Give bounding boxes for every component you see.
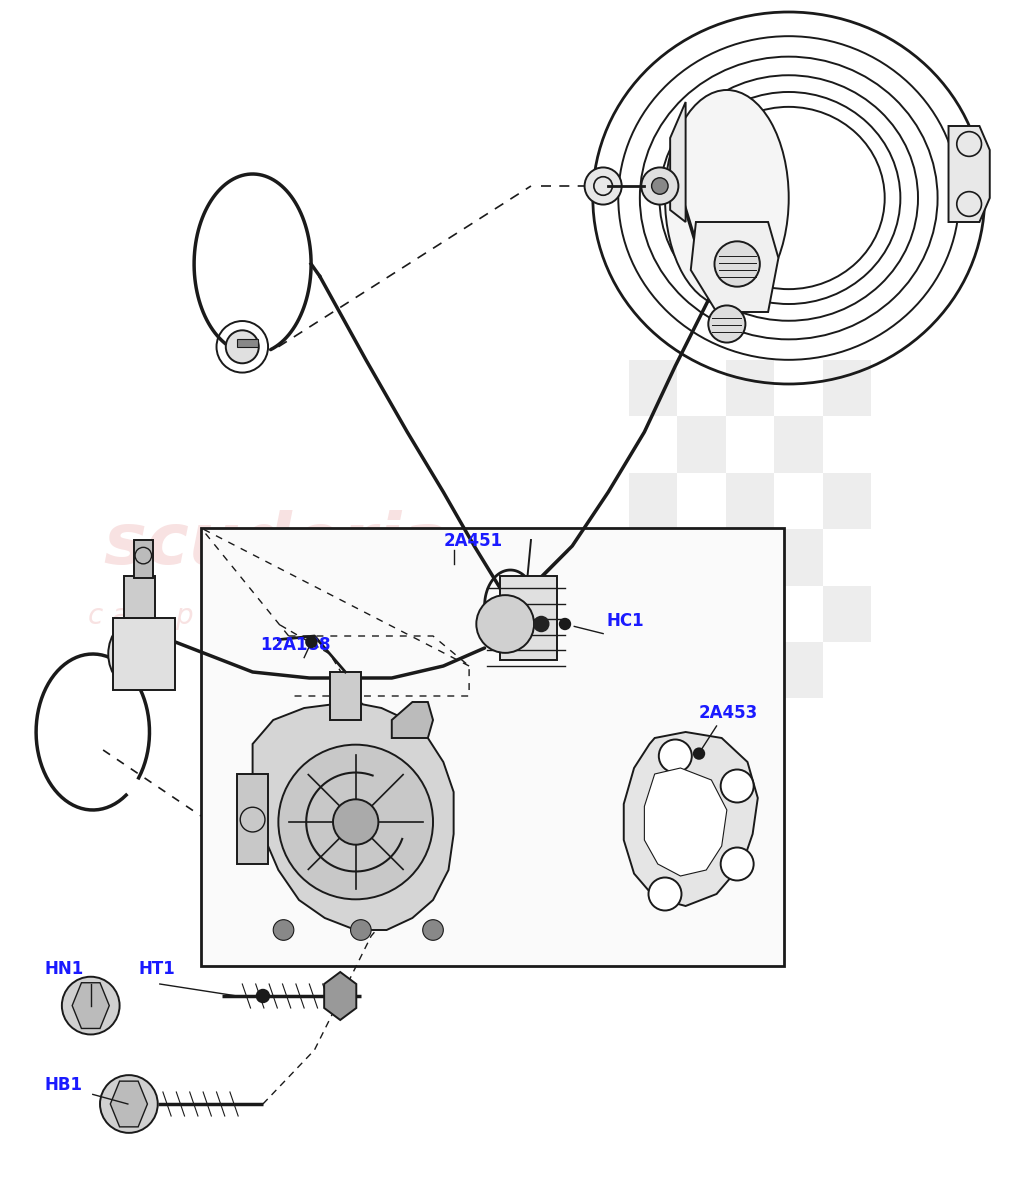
Polygon shape (110, 1081, 147, 1127)
Circle shape (648, 877, 681, 911)
Bar (124, 576, 155, 618)
Bar (726, 360, 774, 416)
Circle shape (423, 919, 443, 941)
Circle shape (693, 748, 705, 760)
Polygon shape (691, 222, 778, 312)
Bar (774, 416, 823, 473)
Circle shape (641, 168, 678, 204)
Bar (500, 576, 557, 660)
Polygon shape (949, 126, 990, 222)
Circle shape (533, 616, 550, 632)
Circle shape (257, 990, 269, 1002)
Circle shape (333, 799, 378, 845)
Circle shape (714, 241, 760, 287)
Bar (201, 528, 784, 966)
Circle shape (585, 168, 622, 204)
Bar (629, 586, 677, 642)
Ellipse shape (108, 618, 170, 690)
Circle shape (708, 306, 745, 342)
Polygon shape (72, 983, 109, 1028)
Bar (823, 473, 871, 529)
Circle shape (305, 636, 318, 648)
Text: HT1: HT1 (138, 960, 175, 978)
Polygon shape (644, 768, 727, 876)
Ellipse shape (665, 90, 789, 306)
Circle shape (226, 330, 259, 364)
Circle shape (351, 919, 371, 941)
Bar (629, 473, 677, 529)
Bar (726, 586, 774, 642)
Bar (774, 529, 823, 586)
Bar (237, 774, 268, 864)
Text: HN1: HN1 (44, 960, 84, 978)
Circle shape (659, 739, 692, 773)
Polygon shape (324, 972, 357, 1020)
Bar (677, 642, 726, 698)
Bar (113, 618, 175, 690)
Circle shape (721, 769, 754, 803)
Text: scuderia: scuderia (103, 510, 451, 578)
Text: 12A188: 12A188 (260, 636, 330, 654)
Text: HC1: HC1 (606, 612, 643, 630)
Polygon shape (624, 732, 758, 906)
Bar (237, 338, 258, 347)
Polygon shape (670, 102, 686, 222)
Bar (823, 360, 871, 416)
Bar (629, 360, 677, 416)
Circle shape (273, 919, 294, 941)
Bar (330, 672, 361, 720)
Circle shape (100, 1075, 158, 1133)
Bar (823, 586, 871, 642)
Polygon shape (253, 702, 454, 930)
Circle shape (559, 618, 571, 630)
Circle shape (256, 989, 270, 1003)
Circle shape (652, 178, 668, 194)
Circle shape (476, 595, 534, 653)
Text: 2A451: 2A451 (443, 532, 502, 550)
Bar (677, 416, 726, 473)
Bar (134, 540, 153, 578)
Bar (677, 529, 726, 586)
Circle shape (62, 977, 120, 1034)
Text: HB1: HB1 (44, 1075, 82, 1093)
Bar (726, 473, 774, 529)
Bar (774, 642, 823, 698)
Circle shape (721, 847, 754, 881)
Text: c a r   p a r t s: c a r p a r t s (88, 602, 282, 630)
Polygon shape (392, 702, 433, 738)
Circle shape (278, 745, 433, 899)
Text: 2A453: 2A453 (699, 703, 758, 721)
